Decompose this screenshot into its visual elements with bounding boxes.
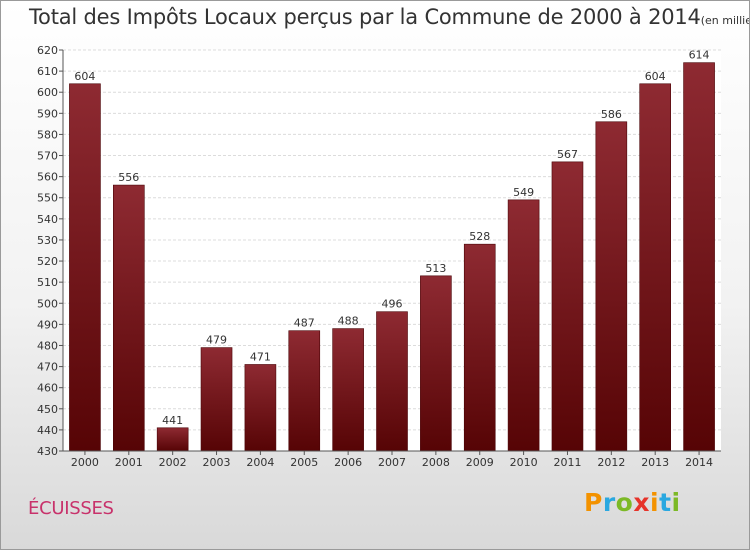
logo-letter: t [659, 488, 672, 517]
logo-letter: i [671, 488, 681, 517]
y-tick-label-570: 570 [37, 150, 58, 163]
y-tick-label-430: 430 [37, 445, 58, 458]
value-label-2009: 528 [469, 230, 490, 243]
bar-2001 [113, 184, 145, 452]
x-tick-label-2012: 2012 [597, 456, 625, 469]
value-labels: 604 556 441 479 471 487 488 496 513 528 549 567 586 6… [74, 49, 709, 427]
bar-2007 [376, 311, 408, 452]
bar-2004 [244, 364, 277, 452]
x-tick-label-2005: 2005 [290, 456, 318, 469]
y-tick-label-540: 540 [37, 213, 58, 226]
axes: 430 440 450 460 470 480 490 500 510 520 530 540 550 5… [37, 44, 721, 469]
value-label-2014: 614 [689, 49, 710, 62]
chart-unit-label: (en milliers d'€) [700, 14, 749, 27]
x-tick-label-2008: 2008 [422, 456, 450, 469]
y-tick-label-550: 550 [37, 192, 58, 205]
bar-2010 [507, 199, 540, 452]
x-tick-label-2010: 2010 [510, 456, 538, 469]
value-label-2010: 549 [513, 186, 534, 199]
bar-2011 [551, 161, 584, 452]
y-tick-label-440: 440 [37, 424, 58, 437]
x-tick-label-2007: 2007 [378, 456, 406, 469]
bars [69, 62, 715, 452]
bar-2012 [595, 121, 628, 452]
value-label-2001: 556 [118, 171, 139, 184]
y-tick-label-560: 560 [37, 171, 58, 184]
x-tick-label-2004: 2004 [246, 456, 274, 469]
x-tick-label-2001: 2001 [115, 456, 143, 469]
y-tick-label-620: 620 [37, 44, 58, 57]
bar-2005 [288, 330, 321, 452]
x-tick-label-2013: 2013 [641, 456, 669, 469]
value-label-2007: 496 [382, 298, 403, 311]
chart-title-text: Total des Impôts Locaux perçus par la Co… [29, 5, 701, 29]
logo-letter: o [615, 488, 634, 517]
y-tick-label-530: 530 [37, 234, 58, 247]
y-tick-label-610: 610 [37, 65, 58, 78]
y-tick-label-520: 520 [37, 255, 58, 268]
y-tick-label-600: 600 [37, 86, 58, 99]
y-tick-label-590: 590 [37, 107, 58, 120]
y-tick-label-510: 510 [37, 276, 58, 289]
y-tick-label-580: 580 [37, 128, 58, 141]
x-tick-label-2002: 2002 [159, 456, 187, 469]
y-tick-label-500: 500 [37, 297, 58, 310]
y-tick-label-480: 480 [37, 339, 58, 352]
logo-letter: x [633, 488, 650, 517]
logo-letter: P [584, 488, 603, 517]
y-tick-label-450: 450 [37, 403, 58, 416]
x-tick-label-2009: 2009 [466, 456, 494, 469]
bar-2003 [200, 347, 233, 452]
logo-letter: i [650, 488, 660, 517]
value-label-2011: 567 [557, 148, 578, 161]
value-label-2013: 604 [645, 70, 666, 83]
y-tick-label-460: 460 [37, 382, 58, 395]
proxiti-logo[interactable]: Proxiti [584, 488, 681, 517]
value-label-2006: 488 [338, 315, 359, 328]
y-tick-label-470: 470 [37, 361, 58, 374]
bar-2014 [683, 62, 715, 452]
x-tick-label-2011: 2011 [553, 456, 581, 469]
value-label-2002: 441 [162, 414, 183, 427]
value-label-2003: 479 [206, 334, 227, 347]
bar-2006 [332, 328, 364, 452]
x-tick-label-2006: 2006 [334, 456, 362, 469]
commune-name: ÉCUISSES [28, 498, 114, 519]
logo-letter: r [602, 488, 616, 517]
bar-2000 [69, 83, 101, 452]
value-label-2000: 604 [74, 70, 95, 83]
value-label-2005: 487 [294, 317, 315, 330]
value-label-2004: 471 [250, 350, 271, 363]
chart-title: Total des Impôts Locaux perçus par la Co… [29, 5, 749, 29]
x-tick-label-2003: 2003 [203, 456, 231, 469]
value-label-2008: 513 [425, 262, 446, 275]
bar-2008 [420, 275, 452, 452]
y-tick-label-490: 490 [37, 318, 58, 331]
bar-2002 [156, 427, 189, 452]
bar-2009 [463, 243, 496, 452]
x-tick-label-2014: 2014 [685, 456, 713, 469]
bar-2013 [639, 83, 672, 452]
value-label-2012: 586 [601, 108, 622, 121]
x-tick-label-2000: 2000 [71, 456, 99, 469]
